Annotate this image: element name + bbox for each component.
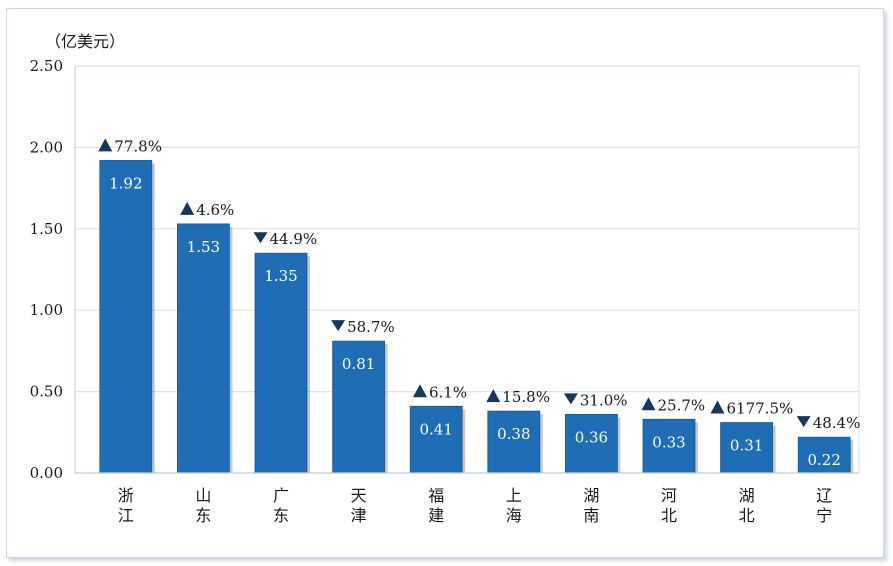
- bar-value-label: 0.33: [652, 433, 685, 451]
- bar-value-label: 0.31: [730, 437, 763, 455]
- x-category-label: 广东: [273, 486, 289, 525]
- change-percent: 31.0%: [580, 391, 628, 409]
- bar: [332, 340, 386, 474]
- x-category-label: 辽宁: [816, 486, 832, 525]
- bar-value-label: 1.53: [187, 238, 220, 256]
- x-category-label: 河北: [661, 486, 677, 525]
- x-category-char: 宁: [816, 506, 832, 525]
- change-percent: 58.7%: [347, 318, 395, 336]
- down-triangle-icon: [331, 320, 346, 332]
- change-percent: 48.4%: [813, 414, 861, 432]
- change-label: 25.7%: [641, 396, 706, 414]
- y-axis: 0.00 0.50 1.00 1.50 2.00 2.50: [30, 57, 76, 482]
- change-percent: 25.7%: [658, 396, 706, 414]
- x-category-char: 北: [661, 506, 677, 525]
- x-category-char: 浙: [118, 486, 134, 505]
- y-tick-label: 1.50: [30, 220, 63, 238]
- change-label: 6.1%: [413, 383, 467, 401]
- up-triangle-icon: [641, 397, 656, 411]
- change-label: 77.8%: [98, 137, 162, 155]
- bar-value-label: 0.36: [575, 428, 608, 446]
- up-triangle-icon: [180, 201, 195, 215]
- unit-label: （亿美元）: [45, 32, 125, 51]
- x-category-char: 南: [583, 506, 599, 525]
- x-category-char: 江: [118, 506, 134, 525]
- x-category-char: 上: [506, 486, 522, 505]
- change-percent: 4.6%: [196, 201, 234, 219]
- up-triangle-icon: [710, 400, 725, 414]
- change-percent: 44.9%: [270, 230, 318, 248]
- x-category-char: 湖: [739, 486, 755, 505]
- change-percent: 15.8%: [502, 388, 550, 406]
- x-category-char: 建: [428, 506, 444, 525]
- bar-value-label: 0.22: [807, 451, 840, 469]
- up-triangle-icon: [98, 138, 113, 152]
- x-category-char: 东: [273, 506, 289, 525]
- change-label: 15.8%: [486, 388, 550, 406]
- x-category-label: 山东: [195, 486, 211, 525]
- change-label: 31.0%: [563, 391, 628, 409]
- y-tick-label: 2.50: [30, 57, 63, 75]
- x-category-label: 浙江: [118, 486, 134, 525]
- x-category-char: 湖: [583, 486, 599, 505]
- x-category-char: 津: [351, 506, 367, 525]
- bars: 1.92 77.8% 1.53 4.6% 1.35 44.9% 0.81 58.7% 0.41 6…: [98, 137, 861, 474]
- x-category-char: 辽: [816, 486, 832, 505]
- y-tick-label: 0.00: [30, 464, 63, 482]
- bar: [99, 160, 153, 474]
- y-tick-label: 0.50: [30, 383, 63, 401]
- x-category-label: 上海: [506, 486, 522, 525]
- x-category-char: 北: [739, 506, 755, 525]
- y-tick-label: 2.00: [30, 138, 63, 156]
- bar: [642, 418, 696, 474]
- bar: [565, 413, 618, 474]
- bar-chart: （亿美元） 0.00 0.50 1.00 1.50 2.00 2.50 1.92 77.8%…: [30, 32, 861, 525]
- up-triangle-icon: [486, 389, 501, 403]
- bar: [254, 252, 308, 474]
- bar-value-label: 0.41: [419, 420, 452, 438]
- change-label: 6177.5%: [710, 400, 794, 418]
- bar: [487, 410, 541, 474]
- x-category-label: 天津: [351, 486, 367, 525]
- x-category-char: 海: [506, 506, 522, 525]
- change-percent: 77.8%: [114, 137, 162, 155]
- x-category-label: 湖南: [583, 486, 599, 525]
- x-category-char: 河: [661, 486, 677, 505]
- change-label: 58.7%: [331, 318, 395, 336]
- x-category-char: 天: [351, 486, 367, 505]
- bar-value-label: 1.92: [109, 174, 142, 192]
- change-label: 48.4%: [796, 414, 861, 432]
- bar: [409, 405, 463, 474]
- change-percent: 6.1%: [429, 383, 467, 401]
- down-triangle-icon: [796, 416, 811, 428]
- bar-value-label: 1.35: [264, 267, 297, 285]
- bar-value-label: 0.81: [342, 355, 375, 373]
- up-triangle-icon: [413, 384, 427, 398]
- x-category-char: 东: [195, 506, 211, 525]
- change-label: 4.6%: [180, 201, 234, 219]
- x-category-char: 广: [273, 486, 289, 505]
- x-category-label: 福建: [428, 486, 444, 525]
- x-category-label: 湖北: [739, 486, 755, 525]
- y-tick-label: 1.00: [30, 301, 63, 319]
- x-category-char: 福: [428, 486, 444, 505]
- down-triangle-icon: [563, 393, 578, 405]
- down-triangle-icon: [253, 232, 268, 244]
- change-percent: 6177.5%: [727, 400, 794, 418]
- chart-frame: （亿美元） 0.00 0.50 1.00 1.50 2.00 2.50 1.92 77.8%…: [6, 8, 884, 558]
- x-category-char: 山: [195, 486, 211, 505]
- bar: [720, 422, 773, 474]
- change-label: 44.9%: [253, 230, 318, 248]
- bar-value-label: 0.38: [497, 425, 530, 443]
- bar: [176, 223, 230, 474]
